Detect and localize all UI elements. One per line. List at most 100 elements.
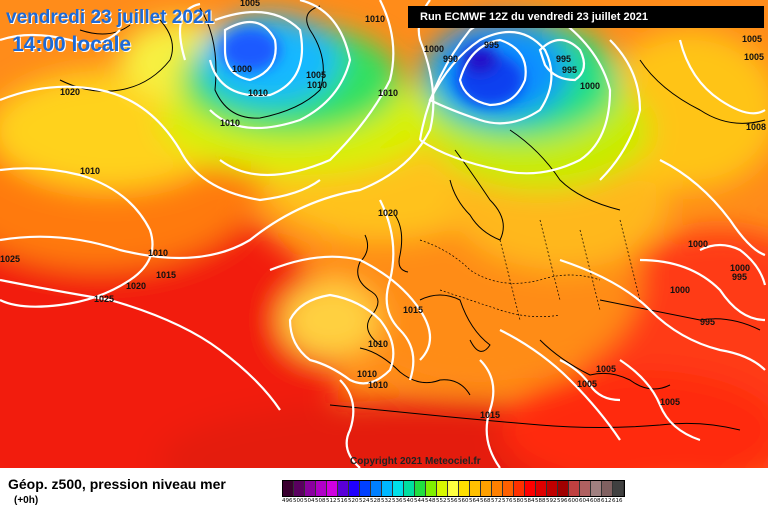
isobar-label: 1010	[220, 118, 240, 128]
isobar-label: 1015	[156, 270, 176, 280]
map-footer: Géop. z500, pression niveau mer (+0h) 49…	[0, 468, 768, 512]
isobar-label: 1005	[596, 364, 616, 374]
isobar-label: 1010	[80, 166, 100, 176]
isobar-label: 995	[562, 65, 577, 75]
isobar-label: 1010	[248, 88, 268, 98]
isobar-label: 1010	[357, 369, 377, 379]
isobar-label: 1000	[730, 263, 750, 273]
color-scale-tick-label: 556	[447, 498, 458, 504]
color-scale-tick-label: 528	[370, 498, 381, 504]
color-scale-swatch	[448, 481, 459, 496]
isobar-label: 1000	[580, 81, 600, 91]
isobar-label: 995	[556, 54, 571, 64]
isobar-label: 1010	[378, 88, 398, 98]
isobar-label: 1020	[378, 208, 398, 218]
color-scale-tick-label: 504	[304, 498, 315, 504]
isobar-label: 995	[700, 317, 715, 327]
isobar-label: 1020	[60, 87, 80, 97]
isobar-label: 1005	[744, 52, 764, 62]
color-scale-swatch	[459, 481, 470, 496]
color-scale-swatch	[558, 481, 569, 496]
isobar-label: 990	[443, 54, 458, 64]
color-scale-swatch	[536, 481, 547, 496]
color-scale-swatch	[393, 481, 404, 496]
isobar-label: 1005	[660, 397, 680, 407]
isobar-label: 1005	[742, 34, 762, 44]
color-scale-tick-label: 592	[546, 498, 557, 504]
color-scale-tick-label: 516	[337, 498, 348, 504]
color-scale-tick-label: 596	[557, 498, 568, 504]
color-scale-tick-label: 532	[381, 498, 392, 504]
isobar-label: 1010	[148, 248, 168, 258]
forecast-hour: (+0h)	[14, 495, 39, 506]
color-scale-tick-label: 508	[315, 498, 326, 504]
color-scale-tick-label: 612	[601, 498, 612, 504]
coastlines	[59, 5, 766, 431]
color-scale-tick-label: 604	[579, 498, 590, 504]
color-scale-swatch	[371, 481, 382, 496]
isobar-label: 995	[732, 272, 747, 282]
color-scale-tick-label: 580	[513, 498, 524, 504]
color-scale-swatch	[338, 481, 349, 496]
isobar-label: 1000	[424, 44, 444, 54]
isobar-label: 1025	[0, 254, 20, 264]
color-scale-swatch	[382, 481, 393, 496]
color-scale-swatch	[602, 481, 613, 496]
isobar-label: 1008	[746, 122, 766, 132]
isobar-label: 1010	[368, 339, 388, 349]
color-scale-legend	[282, 480, 625, 497]
color-scale-tick-label: 540	[403, 498, 414, 504]
color-scale-swatch	[360, 481, 371, 496]
isobar-label: 1015	[480, 410, 500, 420]
geopotential-shading	[0, 15, 768, 468]
color-scale-tick-label: 584	[524, 498, 535, 504]
color-scale-tick-label: 536	[392, 498, 403, 504]
color-scale-tick-label: 568	[480, 498, 491, 504]
isobar-label: 1000	[688, 239, 708, 249]
borders	[419, 219, 641, 321]
color-scale-swatch	[404, 481, 415, 496]
isobar-label: 1000	[670, 285, 690, 295]
color-scale-swatch	[481, 481, 492, 496]
color-scale-swatch	[580, 481, 591, 496]
color-scale-swatch	[591, 481, 602, 496]
color-scale-tick-label: 600	[568, 498, 579, 504]
color-scale-tick-label: 576	[502, 498, 513, 504]
color-scale-swatch	[327, 481, 338, 496]
color-scale-swatch	[349, 481, 360, 496]
isobar-label: 1020	[126, 281, 146, 291]
color-scale-tick-label: 572	[491, 498, 502, 504]
color-scale-tick-label: 520	[348, 498, 359, 504]
color-scale-tick-label: 512	[326, 498, 337, 504]
color-scale-swatch	[569, 481, 580, 496]
isobar-label: 1005	[240, 0, 260, 8]
color-scale-swatch	[294, 481, 305, 496]
model-run-info: Run ECMWF 12Z du vendredi 23 juillet 202…	[408, 6, 764, 28]
color-scale-tick-label: 560	[458, 498, 469, 504]
forecast-local-time: 14:00 locale	[12, 33, 132, 56]
color-scale-swatch	[547, 481, 558, 496]
isobars	[0, 0, 767, 468]
color-scale-tick-label: 588	[535, 498, 546, 504]
isobar-label: 1010	[368, 380, 388, 390]
isobar-label: 1010	[307, 80, 327, 90]
color-scale-swatch	[613, 481, 624, 496]
isobar-label: 1025	[94, 294, 114, 304]
color-scale-swatch	[492, 481, 503, 496]
color-scale-swatch	[305, 481, 316, 496]
color-scale-tick-label: 496	[282, 498, 293, 504]
color-scale-tick-label: 500	[293, 498, 304, 504]
copyright-text: Copyright 2021 Meteociel.fr	[350, 456, 481, 467]
forecast-date: vendredi 23 juillet 2021	[6, 7, 215, 28]
isobar-label: 1000	[232, 64, 252, 74]
isobar-label: 1015	[403, 305, 423, 315]
color-scale-swatch	[316, 481, 327, 496]
isobar-labels: 1005 1010 1000 1005 1010 1010 1010 1020 …	[0, 0, 766, 420]
isobar-label: 995	[484, 40, 499, 50]
color-scale-swatch	[426, 481, 437, 496]
color-scale-tick-label: 616	[612, 498, 623, 504]
color-scale-swatch	[514, 481, 525, 496]
color-scale-swatch	[470, 481, 481, 496]
color-scale-tick-label: 548	[425, 498, 436, 504]
map-variable-title: Géop. z500, pression niveau mer	[8, 476, 226, 492]
